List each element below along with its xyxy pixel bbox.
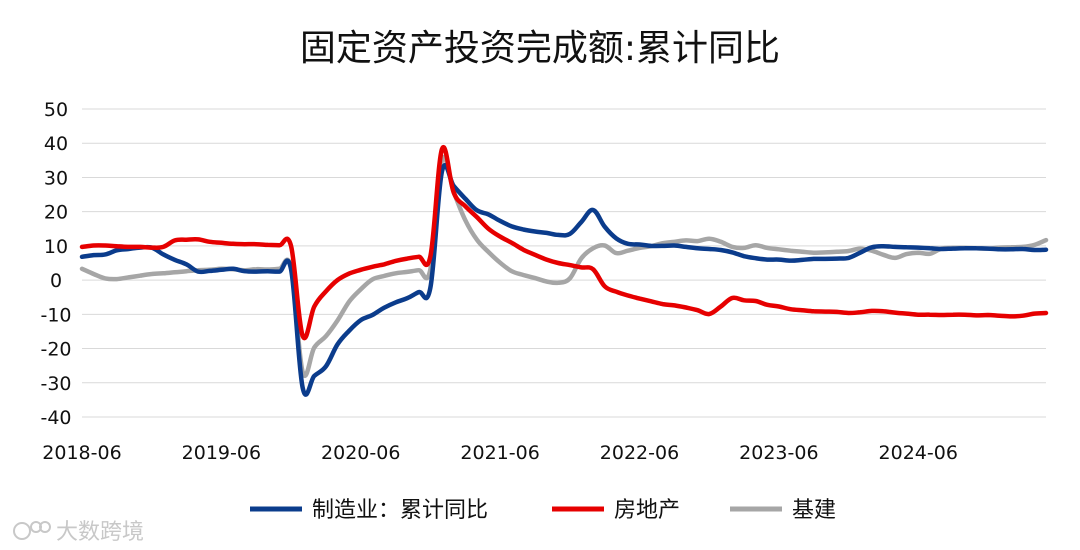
chart-title: 固定资产投资完成额:累计同比	[300, 28, 780, 69]
legend-label: 基建	[792, 498, 836, 523]
watermark-text: 大数跨境	[56, 520, 144, 545]
y-tick-label: 30	[44, 167, 68, 189]
y-tick-label: 40	[44, 133, 68, 155]
x-tick-label: 2022-06	[600, 442, 679, 464]
y-tick-label: 20	[44, 202, 68, 224]
series-line-1	[79, 144, 1049, 341]
y-tick-label: 0	[50, 270, 62, 292]
watermark-logo-icon	[13, 521, 51, 540]
y-tick-label: -30	[40, 373, 71, 395]
x-tick-label: 2018-06	[42, 442, 121, 464]
y-tick-label: -10	[40, 304, 71, 326]
watermark: 大数跨境	[13, 520, 144, 545]
x-tick-label: 2021-06	[460, 442, 539, 464]
legend-label: 房地产	[614, 498, 680, 523]
x-tick-label: 2024-06	[879, 442, 958, 464]
x-tick-label: 2019-06	[182, 442, 261, 464]
x-tick-label: 2020-06	[321, 442, 400, 464]
legend: 制造业：累计同比 房地产 基建	[250, 498, 836, 523]
y-axis-ticks: -40 -30 -20 -10 0 10 20 30 40 50	[40, 99, 71, 429]
y-tick-label: -20	[40, 339, 71, 361]
series-line-0	[79, 162, 1049, 397]
x-axis-ticks: 2018-06 2019-06 2020-06 2021-06 2022-06 2023-…	[42, 442, 958, 464]
legend-label: 制造业：累计同比	[312, 498, 488, 523]
y-tick-label: 50	[44, 99, 68, 121]
y-tick-label: 10	[44, 236, 68, 258]
series-line-2	[79, 154, 1049, 378]
series-lines	[79, 144, 1049, 397]
x-tick-label: 2023-06	[739, 442, 818, 464]
y-tick-label: -40	[40, 407, 71, 429]
